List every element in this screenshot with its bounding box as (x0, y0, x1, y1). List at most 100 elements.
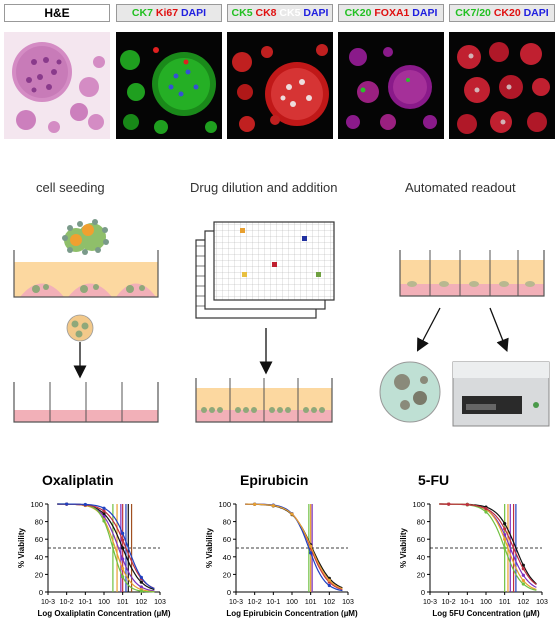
stain-part: DAPI (412, 7, 438, 19)
plate-reader-icon (452, 361, 550, 427)
well-strip-left (13, 382, 159, 423)
dose-response-charts: 0 20 40 60 80 100 10-3 10-2 10-1 100 101 102 103 % Vi… (17, 500, 548, 618)
stain-part: CK20 (493, 7, 524, 19)
chart-title-5fu: 5-FU (418, 472, 450, 488)
x-tick-label: 103 (342, 599, 354, 606)
y-tick-label: 0 (39, 588, 43, 597)
chart-title-oxaliplatin: Oxaliplatin (42, 472, 114, 488)
x-tick-label: 100 (286, 599, 298, 606)
stain-part: CK5 (279, 7, 304, 19)
stain-part: DAPI (180, 7, 207, 19)
step-title-readout: Automated readout (405, 180, 516, 195)
x-tick-label: 10-3 (229, 599, 243, 606)
data-point (484, 510, 488, 514)
seeding-well (13, 250, 159, 298)
x-tick-label: 10-2 (60, 599, 74, 606)
data-point (521, 567, 525, 571)
well-strip-drug (195, 378, 333, 423)
y-tick-label: 60 (35, 535, 43, 544)
data-point (521, 563, 525, 567)
dose-response-curve (439, 503, 537, 590)
stain-part: H&E (44, 6, 70, 20)
chart-title-epirubicin: Epirubicin (240, 472, 309, 488)
x-tick-label: 103 (154, 599, 166, 606)
y-tick-label: 40 (417, 553, 425, 562)
data-point (465, 503, 469, 507)
data-point (327, 578, 331, 582)
data-point (484, 507, 488, 511)
y-tick-label: 60 (223, 535, 231, 544)
y-tick-label: 0 (227, 588, 231, 597)
x-tick-label: 10-2 (442, 599, 456, 606)
stain-label-ck20: CK7/20 CK20 DAPI (449, 4, 555, 22)
y-tick-label: 40 (35, 553, 43, 562)
data-point (102, 519, 106, 523)
data-point (121, 538, 125, 542)
data-point (121, 546, 125, 550)
y-tick-label: 20 (417, 570, 425, 579)
stain-part: CK20 (344, 7, 375, 19)
data-point (102, 509, 106, 513)
x-tick-label: 101 (305, 599, 317, 606)
data-point (327, 583, 331, 588)
y-tick-label: 80 (35, 518, 43, 527)
y-tick-label: 60 (417, 535, 425, 544)
stain-part: Ki67 (155, 7, 181, 19)
dose-response-curve (439, 503, 537, 591)
microscopy-view-icon (379, 361, 441, 423)
x-tick-label: 10-2 (248, 599, 262, 606)
data-point (521, 578, 525, 583)
stain-label-ck8-ck5: CK5 CK8 CK5 DAPI (227, 4, 333, 22)
data-point (503, 533, 507, 537)
data-point (521, 573, 525, 577)
stain-part: CK8 (255, 7, 280, 19)
data-point (139, 585, 143, 589)
y-tick-label: 80 (223, 518, 231, 527)
data-point (139, 575, 143, 579)
x-tick-label: 100 (480, 599, 492, 606)
workflow-illustration (13, 219, 550, 427)
data-point (309, 551, 313, 555)
x-tick-label: 103 (536, 599, 548, 606)
data-point (253, 502, 257, 506)
data-point (121, 575, 125, 579)
x-tick-label: 101 (499, 599, 511, 606)
x-axis-label: Log Epirubicin Concentration (µM) (226, 609, 358, 618)
y-axis-label: % Viability (17, 528, 26, 568)
stain-part: CK7/20 (455, 7, 494, 19)
data-point (271, 503, 275, 508)
x-tick-label: 102 (517, 599, 529, 606)
y-tick-label: 20 (223, 570, 231, 579)
dose-response-curve (245, 503, 343, 590)
data-point (447, 502, 451, 506)
micrograph-he (4, 32, 110, 139)
stain-label-he: H&E (4, 4, 110, 22)
data-point (102, 506, 106, 510)
data-point (139, 580, 143, 584)
data-point (503, 522, 507, 526)
data-point (121, 566, 125, 571)
data-point (521, 582, 525, 586)
data-point (290, 512, 294, 516)
dose-response-curve (439, 503, 537, 586)
data-point (102, 512, 106, 516)
stain-part: DAPI (303, 7, 329, 19)
y-tick-label: 100 (30, 500, 43, 509)
stain-part: FOXA1 (374, 7, 413, 19)
y-tick-label: 20 (35, 570, 43, 579)
y-axis-label: % Viability (399, 528, 408, 568)
x-tick-label: 10-1 (78, 599, 92, 606)
y-tick-label: 40 (223, 553, 231, 562)
x-tick-label: 101 (117, 599, 129, 606)
micrograph-foxa1 (338, 32, 444, 139)
data-point (503, 527, 507, 531)
stain-part: DAPI (523, 7, 549, 19)
stain-label-ck7-ki67: CK7 Ki67 DAPI (116, 4, 222, 22)
well-strip-readout (399, 250, 545, 297)
step-title-seeding: cell seeding (36, 180, 105, 195)
x-tick-label: 10-3 (423, 599, 437, 606)
drug-plates (195, 221, 335, 319)
micrograph-ck7-ki67 (116, 32, 222, 139)
x-tick-label: 10-1 (266, 599, 280, 606)
data-point (503, 546, 507, 550)
